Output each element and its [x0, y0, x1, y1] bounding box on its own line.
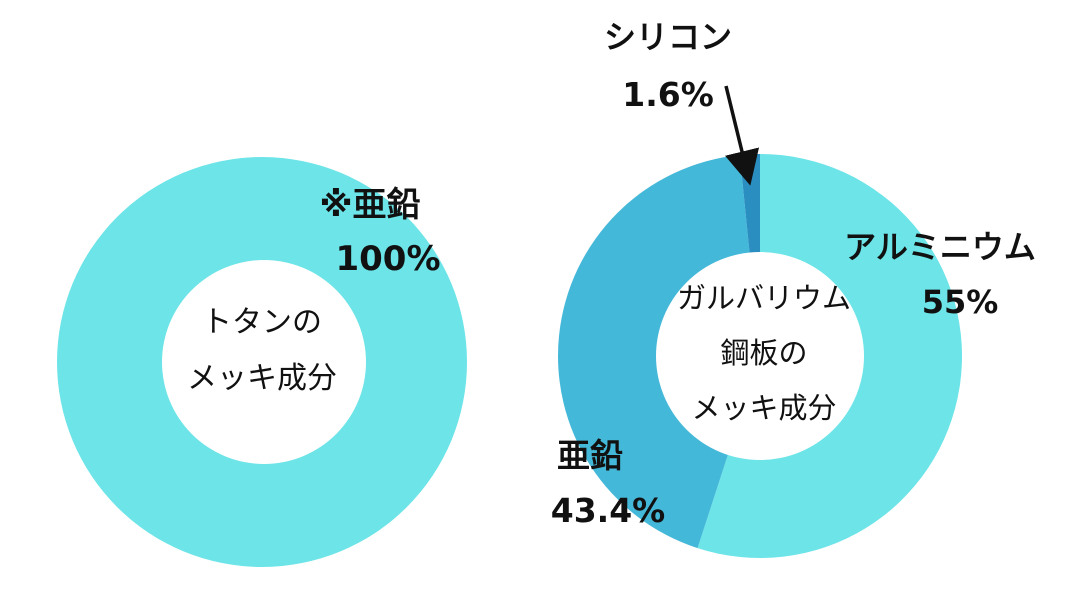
left-donut-hole [162, 260, 366, 464]
right-slice-value-aluminium: 55% [922, 283, 999, 321]
left-center-label-line-2: メッキ成分 [187, 361, 337, 396]
left-slice-label-zinc: ※亜鉛 [319, 185, 420, 225]
silicon-callout-arrow [724, 85, 760, 186]
right-donut-chart: ガルバリウム 鋼板の メッキ成分 アルミニウム 55% 亜鉛 43.4% シリコ… [551, 18, 1036, 558]
right-center-label-line-1: ガルバリウム [677, 281, 851, 315]
left-slice-value-zinc: 100% [335, 239, 440, 279]
right-slice-value-zinc: 43.4% [551, 491, 666, 530]
right-slice-label-silicon: シリコン [604, 18, 732, 56]
right-center-label-line-3: メッキ成分 [691, 391, 836, 425]
right-slice-value-silicon: 1.6% [622, 75, 714, 114]
right-center-label-line-2: 鋼板の [720, 336, 807, 370]
left-donut-chart: トタンの メッキ成分 ※亜鉛 100% [57, 157, 467, 567]
right-slice-label-aluminium: アルミニウム [844, 228, 1036, 266]
right-slice-label-zinc: 亜鉛 [557, 436, 623, 475]
left-center-label-line-1: トタンの [202, 305, 322, 340]
right-donut-hole [656, 252, 864, 460]
